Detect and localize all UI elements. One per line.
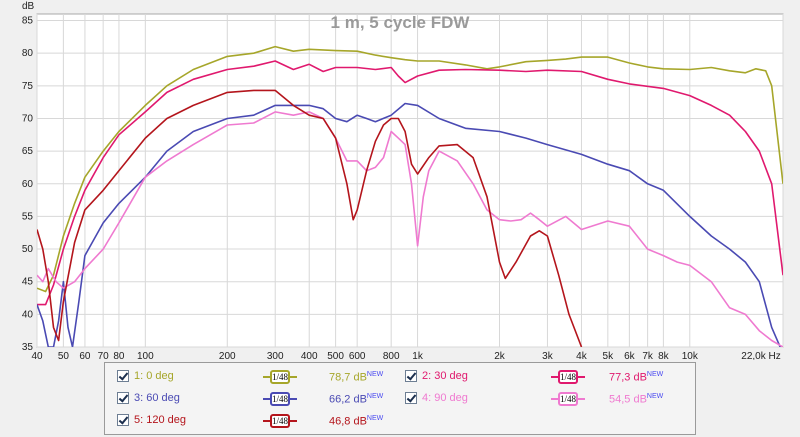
smoothing-line-left xyxy=(263,420,270,422)
x-tick-label: 22,0k Hz xyxy=(741,351,780,360)
x-tick-label: 4k xyxy=(576,351,588,360)
chart-title: 1 m, 5 cycle FDW xyxy=(331,13,471,32)
y-tick-label: 75 xyxy=(22,81,34,92)
series-line-2-30-deg xyxy=(37,60,783,306)
y-tick-label: 55 xyxy=(22,211,34,222)
y-axis: 35 40 45 50 55 60 65 70 75 80 85 xyxy=(22,16,34,353)
y-axis-label: dB xyxy=(22,1,35,12)
level-60deg: 66,2 dBNEW xyxy=(329,393,383,406)
new-tag: NEW xyxy=(366,371,384,378)
x-tick-label: 2k xyxy=(494,351,506,360)
series-lines xyxy=(37,45,783,347)
x-tick-label: 400 xyxy=(301,351,318,360)
smoothing-button-30deg[interactable]: 1/48 xyxy=(551,370,585,384)
x-tick-label: 100 xyxy=(137,351,154,360)
x-tick-label: 5k xyxy=(603,351,615,360)
checkbox-90deg[interactable] xyxy=(405,392,417,404)
smoothing-line-left xyxy=(263,376,270,378)
checkbox-30deg[interactable] xyxy=(405,370,417,382)
plot-area xyxy=(36,13,784,348)
legend-entry-60deg[interactable]: 3: 60 deg xyxy=(117,392,180,404)
legend-label-60deg: 3: 60 deg xyxy=(134,392,180,404)
series-line-1-0-deg xyxy=(37,45,783,293)
checkbox-0deg[interactable] xyxy=(117,370,129,382)
smoothing-line-right xyxy=(290,398,297,400)
smoothing-button-0deg[interactable]: 1/48 xyxy=(263,370,297,384)
level-90deg: 54,5 dBNEW xyxy=(609,393,663,406)
smoothing-button-60deg[interactable]: 1/48 xyxy=(263,392,297,406)
smoothing-line-left xyxy=(551,376,558,378)
new-tag: NEW xyxy=(366,415,384,422)
legend-entry-30deg[interactable]: 2: 30 deg xyxy=(405,370,468,382)
smoothing-button-120deg[interactable]: 1/48 xyxy=(263,414,297,428)
new-tag: NEW xyxy=(366,393,384,400)
legend-label-90deg: 4: 90 deg xyxy=(422,392,468,404)
y-tick-label: 85 xyxy=(22,16,34,27)
smoothing-line-right xyxy=(578,376,585,378)
y-tick-label: 65 xyxy=(22,146,34,157)
x-tick-label: 7k xyxy=(642,351,654,360)
smoothing-line-left xyxy=(551,398,558,400)
legend-label-0deg: 1: 0 deg xyxy=(134,370,174,382)
x-tick-label: 70 xyxy=(98,351,110,360)
level-0deg: 78,7 dBNEW xyxy=(329,371,383,384)
smoothing-line-left xyxy=(263,398,270,400)
series-line-3-60-deg xyxy=(37,102,782,347)
y-tick-label: 50 xyxy=(22,244,34,255)
legend-entry-90deg[interactable]: 4: 90 deg xyxy=(405,392,468,404)
smoothing-value: 1/48 xyxy=(270,392,290,406)
x-tick-label: 200 xyxy=(219,351,236,360)
smoothing-value: 1/48 xyxy=(558,392,578,406)
smoothing-button-90deg[interactable]: 1/48 xyxy=(551,392,585,406)
level-value: 66,2 dB xyxy=(329,393,367,406)
smoothing-line-right xyxy=(578,398,585,400)
x-tick-label: 500 xyxy=(327,351,344,360)
series-line-5-120-deg xyxy=(37,89,583,347)
smoothing-value: 1/48 xyxy=(558,370,578,384)
x-axis: 40 50 60 70 80 100 200 300 400 500 600 800 1k 2k 3k 4k 5… xyxy=(31,351,780,360)
x-tick-label: 3k xyxy=(542,351,554,360)
level-value: 78,7 dB xyxy=(329,371,367,384)
y-tick-label: 35 xyxy=(22,342,34,353)
x-tick-label: 800 xyxy=(383,351,400,360)
series-line-4-90-deg xyxy=(37,111,783,347)
x-tick-label: 6k xyxy=(624,351,636,360)
x-tick-label: 10k xyxy=(682,351,699,360)
x-tick-label: 1k xyxy=(412,351,424,360)
y-tick-label: 70 xyxy=(22,113,34,124)
smoothing-line-right xyxy=(290,420,297,422)
x-tick-label: 80 xyxy=(113,351,125,360)
x-tick-label: 50 xyxy=(58,351,70,360)
x-tick-label: 300 xyxy=(267,351,284,360)
legend-label-30deg: 2: 30 deg xyxy=(422,370,468,382)
grid xyxy=(36,14,784,348)
level-value: 77,3 dB xyxy=(609,371,647,384)
legend-label-120deg: 5: 120 deg xyxy=(134,414,186,426)
level-120deg: 46,8 dBNEW xyxy=(329,415,383,428)
y-tick-label: 60 xyxy=(22,179,34,190)
x-tick-label: 40 xyxy=(31,351,43,360)
x-tick-label: 60 xyxy=(79,351,91,360)
new-tag: NEW xyxy=(646,393,664,400)
level-value: 46,8 dB xyxy=(329,415,367,428)
x-tick-label: 600 xyxy=(349,351,366,360)
checkbox-120deg[interactable] xyxy=(117,414,129,426)
y-tick-label: 45 xyxy=(22,277,34,288)
new-tag: NEW xyxy=(646,371,664,378)
y-tick-label: 80 xyxy=(22,48,34,59)
level-value: 54,5 dB xyxy=(609,393,647,406)
checkbox-60deg[interactable] xyxy=(117,392,129,404)
smoothing-value: 1/48 xyxy=(270,370,290,384)
legend-entry-120deg[interactable]: 5: 120 deg xyxy=(117,414,186,426)
x-tick-label: 8k xyxy=(658,351,670,360)
y-tick-label: 40 xyxy=(22,309,34,320)
smoothing-line-right xyxy=(290,376,297,378)
legend-panel: 1: 0 deg 1/48 78,7 dBNEW 2: 30 deg 1/48 … xyxy=(104,362,696,435)
legend-entry-0deg[interactable]: 1: 0 deg xyxy=(117,370,174,382)
level-30deg: 77,3 dBNEW xyxy=(609,371,663,384)
smoothing-value: 1/48 xyxy=(270,414,290,428)
